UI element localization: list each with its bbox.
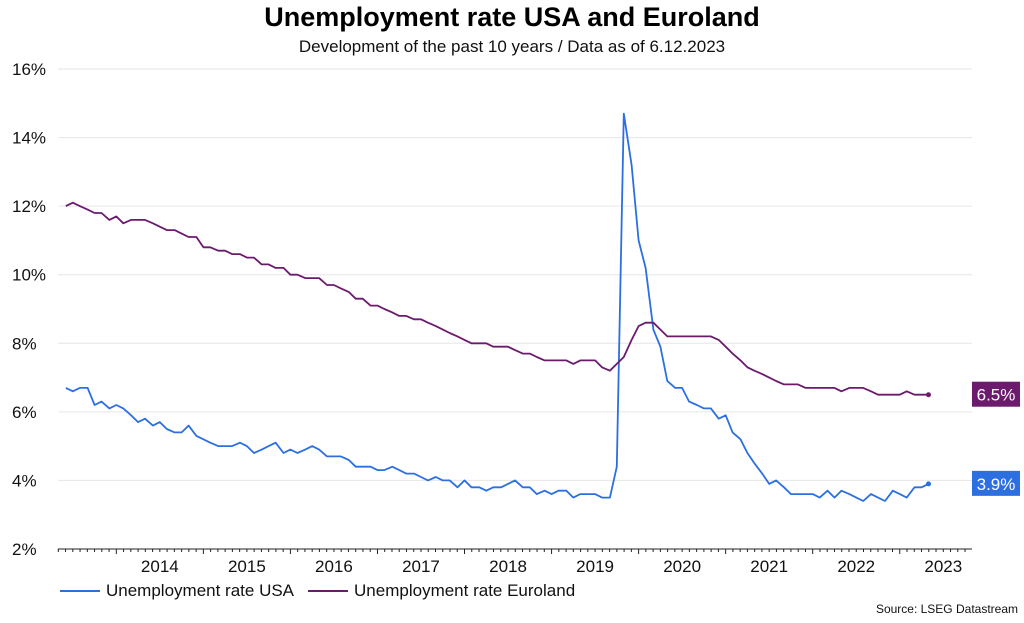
series-lines	[65, 112, 931, 502]
series-endpoint-1	[925, 392, 931, 398]
x-tick-label: 2018	[489, 557, 527, 576]
source-note: Source: LSEG Datastream	[875, 602, 1018, 616]
y-tick-label: 16%	[12, 60, 46, 79]
legend: Unemployment rate USA Unemployment rate …	[60, 581, 589, 601]
line-chart: 2%4%6%8%10%12%14%16% 2014 2015 2016 2017 201…	[12, 60, 1020, 576]
y-tick-label: 8%	[12, 334, 37, 353]
x-tick-label: 2019	[576, 557, 614, 576]
legend-swatch-usa	[60, 590, 100, 592]
chart-title: Unemployment rate USA and Euroland	[264, 2, 760, 32]
end-label-box-1	[972, 381, 1020, 407]
series-line-1	[65, 201, 929, 396]
y-tick-label: 6%	[12, 403, 37, 422]
x-axis: 2014 2015 2016 2017 2018 2019 2020 2021 2022 2023	[57, 548, 972, 576]
end-label-box-0	[972, 470, 1020, 496]
x-tick-label: 2015	[228, 557, 266, 576]
y-tick-label: 12%	[12, 197, 46, 216]
end-labels: 3.9% 6.5%	[972, 381, 1020, 496]
x-tick-label: 2021	[750, 557, 788, 576]
x-tick-label: 2022	[837, 557, 875, 576]
y-axis-ticks: 2% 4% 6% 8% 10% 12% 14% 16%	[12, 60, 46, 559]
legend-item-usa: Unemployment rate USA	[60, 581, 294, 601]
gridlines	[58, 68, 972, 550]
end-label-1: 6.5%	[977, 386, 1016, 405]
x-tick-label: 2023	[924, 557, 962, 576]
x-tick-label: 2017	[402, 557, 440, 576]
legend-label-euroland: Unemployment rate Euroland	[354, 581, 576, 600]
y-tick-label: 4%	[12, 471, 37, 490]
legend-item-euroland: Unemployment rate Euroland	[308, 581, 575, 601]
series-endpoint-0	[925, 481, 931, 487]
end-label-0: 3.9%	[977, 475, 1016, 494]
x-tick-label: 2014	[141, 557, 179, 576]
y-tick-label: 2%	[12, 540, 37, 559]
x-tick-label: 2020	[663, 557, 701, 576]
x-tick-label: 2016	[315, 557, 353, 576]
series-line-0	[65, 112, 929, 502]
legend-label-usa: Unemployment rate USA	[106, 581, 295, 600]
y-tick-label: 10%	[12, 266, 46, 285]
chart-subtitle: Development of the past 10 years / Data …	[298, 37, 726, 56]
legend-swatch-euroland	[308, 590, 349, 592]
y-tick-label: 14%	[12, 129, 46, 148]
